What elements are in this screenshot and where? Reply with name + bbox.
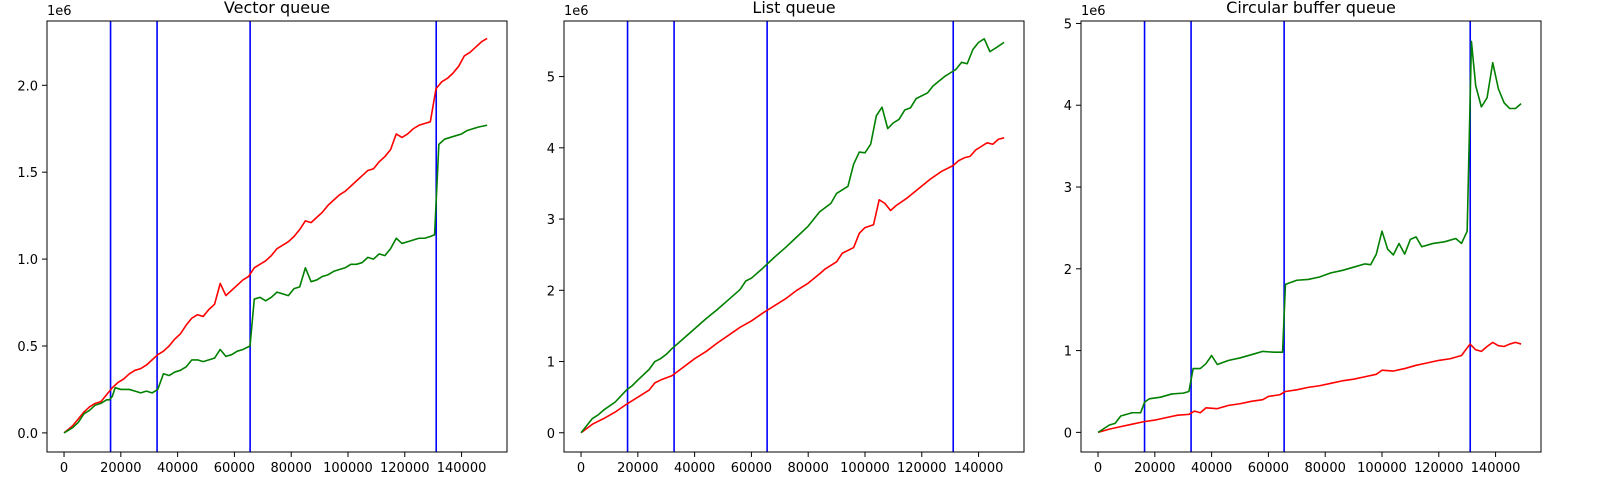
chart-title: List queue (752, 0, 835, 17)
y-tick-label: 0 (547, 427, 555, 442)
y-tick-label: 0.5 (17, 340, 38, 355)
axes-frame (1080, 20, 1542, 453)
x-tick-label: 0 (1094, 461, 1102, 476)
y-offset-label: 1e6 (47, 4, 72, 19)
chart-title: Circular buffer queue (1226, 0, 1396, 17)
y-tick-label: 3 (1064, 181, 1072, 196)
y-tick-label: 5 (547, 71, 555, 86)
axes-frame (46, 20, 508, 453)
series-line-2 (580, 38, 1005, 434)
y-tick-label: 0.0 (17, 427, 38, 442)
y-tick-label: 4 (1064, 99, 1072, 114)
x-tick-label: 60000 (214, 461, 255, 476)
chart-panel-1: 0 20000 40000 60000 80000 100000 120000 140000 0… (17, 0, 508, 476)
x-tick-label: 0 (60, 461, 68, 476)
x-tick-label: 0 (577, 461, 585, 476)
x-tick-label: 20000 (1134, 461, 1175, 476)
y-tick-label: 3 (547, 213, 555, 228)
x-tick-label: 20000 (100, 461, 141, 476)
x-tick-label: 40000 (157, 461, 198, 476)
series-line-2 (63, 124, 488, 434)
x-tick-label: 120000 (380, 461, 430, 476)
x-tick-label: 140000 (954, 461, 1004, 476)
x-tick-label: 60000 (1248, 461, 1289, 476)
series-line-2 (1097, 40, 1522, 434)
y-tick-label: 2.0 (17, 79, 38, 94)
y-offset-label: 1e6 (1081, 4, 1106, 19)
y-tick-label: 1.0 (17, 253, 38, 268)
y-tick-label: 1.5 (17, 166, 38, 181)
x-tick-label: 80000 (788, 461, 829, 476)
x-tick-label: 20000 (617, 461, 658, 476)
y-tick-label: 5 (1064, 17, 1072, 32)
y-tick-label: 2 (1064, 263, 1072, 278)
y-tick-label: 0 (1064, 426, 1072, 441)
y-tick-label: 2 (547, 284, 555, 299)
x-tick-label: 80000 (271, 461, 312, 476)
x-tick-label: 40000 (674, 461, 715, 476)
x-tick-label: 60000 (731, 461, 772, 476)
x-tick-label: 120000 (897, 461, 947, 476)
y-tick-label: 1 (1064, 345, 1072, 360)
y-tick-label: 4 (547, 142, 555, 157)
x-tick-label: 140000 (437, 461, 487, 476)
x-tick-label: 100000 (840, 461, 890, 476)
x-tick-label: 100000 (1357, 461, 1407, 476)
series-line-1 (580, 137, 1005, 434)
x-tick-label: 120000 (1414, 461, 1464, 476)
y-offset-label: 1e6 (564, 4, 589, 19)
chart-panel-3: 0 20000 40000 60000 80000 100000 120000 140000 0… (1064, 0, 1542, 476)
x-tick-label: 140000 (1471, 461, 1521, 476)
series-line-1 (1097, 341, 1522, 434)
axes-frame (563, 20, 1025, 453)
series-line-1 (63, 37, 488, 434)
x-tick-label: 80000 (1305, 461, 1346, 476)
chart-title: Vector queue (224, 0, 330, 17)
x-tick-label: 100000 (323, 461, 373, 476)
y-tick-label: 1 (547, 356, 555, 371)
x-tick-label: 40000 (1191, 461, 1232, 476)
chart-panel-2: 0 20000 40000 60000 80000 100000 120000 140000 0… (547, 0, 1025, 476)
